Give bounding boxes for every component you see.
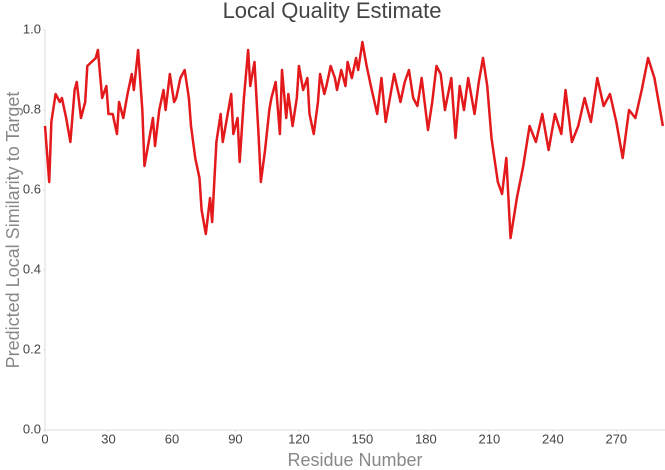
x-tick-label: 30 <box>101 431 115 446</box>
x-tick-label: 270 <box>605 431 627 446</box>
x-tick-label: 120 <box>288 431 310 446</box>
y-tick-label: 0.2 <box>23 341 41 356</box>
x-tick-label: 60 <box>165 431 179 446</box>
x-tick-label: 180 <box>415 431 437 446</box>
y-tick-label: 0.8 <box>23 101 41 116</box>
x-tick-label: 90 <box>228 431 242 446</box>
line-series <box>43 40 665 240</box>
x-axis-label: Residue Number <box>287 450 422 470</box>
x-tick-label: 210 <box>479 431 501 446</box>
y-tick-label: 0.6 <box>23 181 41 196</box>
y-axis-label: Predicted Local Similarity to Target <box>3 92 23 369</box>
x-tick-label: 150 <box>352 431 374 446</box>
y-tick-label: 1.0 <box>23 21 41 36</box>
x-tick-label: 0 <box>41 431 48 446</box>
x-tick-label: 240 <box>542 431 564 446</box>
y-tick-label: 0.0 <box>23 421 41 436</box>
chart-title: Local Quality Estimate <box>223 0 442 23</box>
y-tick-label: 0.4 <box>23 261 41 276</box>
